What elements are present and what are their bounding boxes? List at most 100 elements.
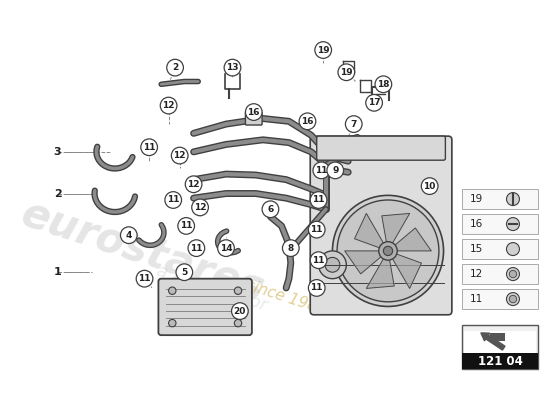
Circle shape — [345, 116, 362, 132]
Text: 11: 11 — [143, 143, 156, 152]
Circle shape — [172, 147, 188, 164]
Polygon shape — [388, 251, 421, 288]
Text: 7: 7 — [350, 120, 357, 128]
Text: 12: 12 — [188, 180, 200, 189]
Circle shape — [310, 252, 327, 268]
Circle shape — [169, 320, 176, 327]
Text: 11: 11 — [470, 294, 483, 304]
Polygon shape — [382, 214, 410, 251]
FancyBboxPatch shape — [317, 136, 446, 160]
Circle shape — [245, 104, 262, 120]
FancyBboxPatch shape — [158, 279, 252, 335]
Circle shape — [234, 320, 242, 327]
FancyBboxPatch shape — [462, 289, 538, 309]
Text: 2: 2 — [172, 63, 178, 72]
Circle shape — [218, 240, 234, 256]
Text: 19: 19 — [340, 68, 353, 77]
Text: 3: 3 — [54, 147, 61, 157]
Circle shape — [507, 292, 519, 306]
Circle shape — [167, 59, 183, 76]
Circle shape — [262, 201, 279, 218]
FancyBboxPatch shape — [462, 214, 538, 234]
Polygon shape — [388, 228, 431, 251]
Text: 1: 1 — [54, 267, 62, 277]
Text: 12: 12 — [162, 101, 175, 110]
Circle shape — [310, 192, 327, 208]
Circle shape — [224, 59, 241, 76]
Text: 10: 10 — [424, 182, 436, 191]
FancyBboxPatch shape — [490, 333, 505, 341]
Circle shape — [299, 113, 316, 130]
Text: 9: 9 — [332, 166, 338, 175]
Text: 11: 11 — [310, 225, 323, 234]
Text: 19: 19 — [470, 194, 483, 204]
Text: 19: 19 — [317, 46, 329, 54]
Polygon shape — [355, 214, 388, 251]
FancyBboxPatch shape — [462, 353, 538, 370]
FancyBboxPatch shape — [245, 112, 262, 125]
Circle shape — [507, 218, 519, 230]
Circle shape — [507, 242, 519, 256]
Text: 11: 11 — [190, 244, 202, 253]
Circle shape — [136, 270, 153, 287]
Text: 6: 6 — [267, 205, 273, 214]
Text: 16: 16 — [301, 117, 314, 126]
Circle shape — [309, 280, 325, 296]
Circle shape — [192, 199, 208, 216]
Circle shape — [366, 94, 382, 111]
Text: 11: 11 — [312, 256, 325, 265]
Polygon shape — [366, 251, 394, 288]
Text: 121 04: 121 04 — [477, 354, 522, 368]
Text: 15: 15 — [470, 244, 483, 254]
Text: 12: 12 — [194, 203, 206, 212]
Text: 14: 14 — [219, 244, 232, 253]
Circle shape — [309, 221, 325, 238]
Circle shape — [375, 76, 392, 93]
Circle shape — [509, 270, 516, 278]
FancyBboxPatch shape — [462, 239, 538, 259]
Text: 8: 8 — [288, 244, 294, 253]
Circle shape — [318, 251, 346, 279]
Text: 17: 17 — [368, 98, 381, 107]
FancyBboxPatch shape — [462, 264, 538, 284]
Circle shape — [383, 246, 393, 256]
Text: 16: 16 — [248, 108, 260, 116]
Text: a passion for: a passion for — [155, 262, 270, 314]
Circle shape — [141, 139, 157, 156]
Text: eurostares: eurostares — [16, 192, 270, 310]
Circle shape — [185, 176, 202, 192]
Circle shape — [283, 240, 299, 256]
Circle shape — [379, 242, 397, 260]
Circle shape — [332, 195, 443, 306]
Circle shape — [313, 162, 329, 179]
Circle shape — [325, 257, 340, 272]
Text: 5: 5 — [181, 268, 188, 277]
Text: 16: 16 — [470, 219, 483, 229]
Text: 11: 11 — [310, 284, 323, 292]
Circle shape — [234, 287, 242, 294]
Circle shape — [327, 162, 344, 179]
Circle shape — [337, 200, 439, 302]
Circle shape — [315, 42, 332, 58]
Circle shape — [509, 295, 516, 303]
FancyBboxPatch shape — [462, 325, 538, 370]
Polygon shape — [345, 251, 388, 274]
Circle shape — [188, 240, 205, 256]
Circle shape — [507, 192, 519, 206]
Text: 18: 18 — [377, 80, 389, 89]
Text: 13: 13 — [226, 63, 239, 72]
Text: 4: 4 — [125, 231, 132, 240]
FancyBboxPatch shape — [464, 332, 536, 356]
Circle shape — [232, 303, 248, 320]
Text: 12: 12 — [470, 269, 483, 279]
Circle shape — [178, 218, 195, 234]
Circle shape — [165, 192, 182, 208]
Circle shape — [338, 64, 355, 80]
FancyBboxPatch shape — [310, 136, 452, 315]
FancyArrow shape — [481, 333, 505, 350]
Text: 11: 11 — [167, 196, 179, 204]
Circle shape — [176, 264, 192, 280]
Text: 20: 20 — [234, 306, 246, 316]
Text: 11: 11 — [315, 166, 328, 175]
FancyBboxPatch shape — [462, 189, 538, 209]
